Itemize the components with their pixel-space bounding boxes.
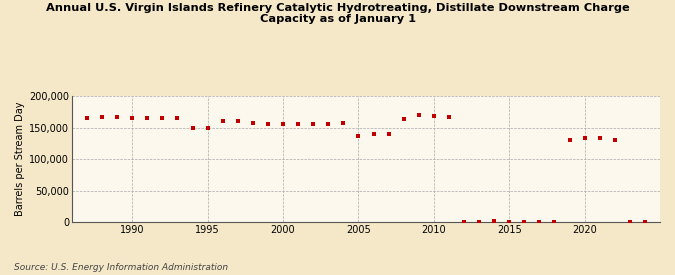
Point (263, 122, 273, 127)
Point (157, 116, 168, 120)
Point (639, 219, 650, 224)
Point (338, 121, 349, 125)
Point (489, 219, 500, 223)
Point (624, 219, 635, 224)
Point (564, 138, 575, 142)
Point (127, 116, 138, 120)
Text: Source: U.S. Energy Information Administration: Source: U.S. Energy Information Administ… (14, 263, 227, 272)
Point (172, 116, 183, 120)
Point (112, 115, 123, 119)
Point (248, 121, 259, 125)
Point (187, 125, 198, 130)
Point (413, 113, 424, 117)
Point (353, 134, 364, 138)
Point (277, 122, 288, 127)
Point (610, 138, 620, 142)
Point (458, 219, 469, 224)
Y-axis label: Barrels per Stream Day: Barrels per Stream Day (15, 102, 25, 216)
Point (534, 219, 545, 224)
Point (308, 122, 319, 127)
Point (142, 116, 153, 120)
Point (579, 136, 590, 141)
Text: Annual U.S. Virgin Islands Refinery Catalytic Hydrotreating, Distillate Downstre: Annual U.S. Virgin Islands Refinery Cata… (46, 3, 629, 24)
Point (323, 122, 333, 127)
Point (519, 219, 530, 224)
Point (217, 119, 228, 123)
Point (504, 219, 514, 224)
Point (82, 116, 92, 120)
Point (202, 125, 213, 130)
Point (232, 119, 243, 123)
Point (293, 122, 304, 127)
Point (594, 136, 605, 141)
Point (443, 115, 454, 119)
Point (549, 219, 560, 224)
Point (368, 132, 379, 136)
Point (474, 219, 485, 224)
Point (383, 132, 394, 136)
Point (429, 114, 439, 119)
Point (97, 115, 107, 119)
Point (398, 117, 409, 122)
